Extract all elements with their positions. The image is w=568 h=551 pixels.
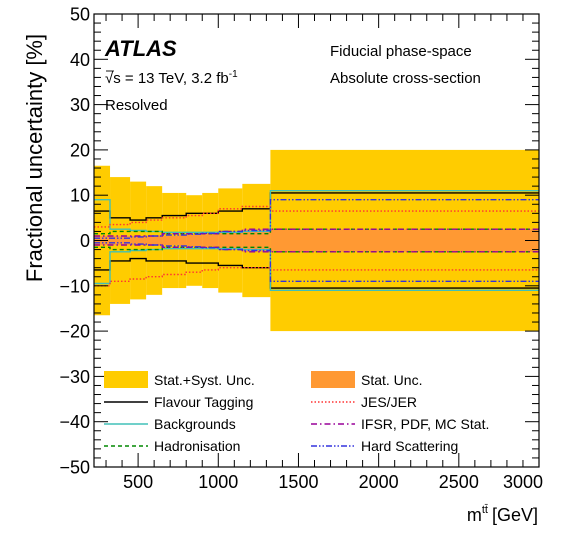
series-0-down — [94, 257, 539, 289]
band-1-bin-1 — [110, 235, 131, 246]
y-axis-label: Fractional uncertainty [%] — [22, 34, 47, 282]
y-tick-label: 30 — [70, 95, 90, 115]
legend-swatch — [311, 371, 355, 388]
legend-label: Hard Scattering — [361, 438, 458, 454]
y-tick-label: 40 — [70, 50, 90, 70]
legend-label: Backgrounds — [154, 416, 236, 432]
y-tick-label: −20 — [59, 322, 90, 342]
cross-section-label: Absolute cross-section — [330, 70, 481, 87]
legend-item: Backgrounds — [104, 416, 236, 432]
series-1-up — [94, 190, 539, 233]
legend-swatch — [104, 371, 148, 388]
legend-item: Stat.+Syst. Unc. — [104, 371, 255, 388]
x-axis-label-unit: [GeV] — [492, 505, 538, 525]
y-tick-label: −10 — [59, 276, 90, 296]
band-1-bin-2 — [130, 235, 147, 246]
bands-layer — [94, 149, 539, 332]
legend-label: Flavour Tagging — [154, 394, 253, 410]
y-tick-label: 10 — [70, 186, 90, 206]
energy-label: √s = 13 TeV, 3.2 fb-1 — [105, 69, 238, 87]
atlas-label: ATLAS — [104, 36, 177, 61]
y-tick-label: −30 — [59, 367, 90, 387]
band-1-bin-3 — [146, 235, 163, 246]
series-2-down — [94, 246, 539, 253]
series-4-down — [94, 244, 539, 253]
legend-label: IFSR, PDF, MC Stat. — [361, 416, 489, 432]
legend: Stat.+Syst. Unc. Stat. Unc. Flavour Taggin… — [104, 371, 489, 454]
selection-label: Resolved — [105, 97, 168, 114]
ticks-layer: 50 40 30 20 10 0 −10 −20 −30 −40 −50 500 1000 1500 200… — [59, 5, 543, 493]
series-5-up — [94, 199, 539, 239]
legend-item: Hard Scattering — [311, 438, 458, 454]
x-axis-label-superscript: tt̄ — [482, 504, 488, 516]
y-tick-label: 20 — [70, 140, 90, 160]
energy-label-superscript: -1 — [229, 69, 238, 80]
band-1-bin-6 — [186, 234, 203, 247]
phase-space-label: Fiducial phase-space — [330, 43, 472, 60]
x-tick-label: 2000 — [359, 472, 399, 492]
legend-item: Stat. Unc. — [311, 371, 422, 388]
legend-item: Flavour Tagging — [104, 394, 253, 410]
band-1-bin-7 — [202, 233, 219, 248]
y-tick-label: 0 — [80, 231, 90, 251]
legend-item: JES/JER — [311, 394, 417, 410]
x-axis-label-m: m — [467, 505, 482, 525]
legend-item: Hadronisation — [104, 438, 240, 454]
x-tick-label: 1500 — [278, 472, 318, 492]
x-axis-label: mtt̄ [GeV] — [467, 504, 538, 525]
series-3-up — [94, 205, 539, 228]
x-tick-label: 2500 — [439, 472, 479, 492]
band-1-bin-4 — [162, 235, 179, 246]
band-1-bin-9 — [242, 229, 271, 252]
band-1-bin-8 — [218, 231, 243, 250]
y-tick-label: 50 — [70, 5, 90, 25]
series-2-up — [94, 228, 539, 235]
x-tick-label: 500 — [123, 472, 153, 492]
legend-item: IFSR, PDF, MC Stat. — [311, 416, 489, 432]
y-tick-label: −40 — [59, 412, 90, 432]
legend-label: JES/JER — [361, 394, 417, 410]
band-1-bin-5 — [178, 235, 187, 246]
y-tick-label: −50 — [59, 458, 90, 478]
band-1 — [94, 229, 539, 252]
band-1-bin-10 — [270, 229, 539, 252]
lines-layer — [94, 190, 539, 291]
legend-label: Stat.+Syst. Unc. — [154, 372, 255, 388]
x-tick-label: 3000 — [503, 472, 543, 492]
series-5-down — [94, 242, 539, 282]
series-4-up — [94, 228, 539, 237]
x-tick-label: 1000 — [198, 472, 238, 492]
series-1-down — [94, 248, 539, 291]
legend-label: Hadronisation — [154, 438, 240, 454]
legend-label: Stat. Unc. — [361, 372, 422, 388]
series-0-up — [94, 192, 539, 221]
series-3-down — [94, 267, 539, 287]
energy-label-text: √s = 13 TeV, 3.2 fb — [105, 70, 229, 87]
